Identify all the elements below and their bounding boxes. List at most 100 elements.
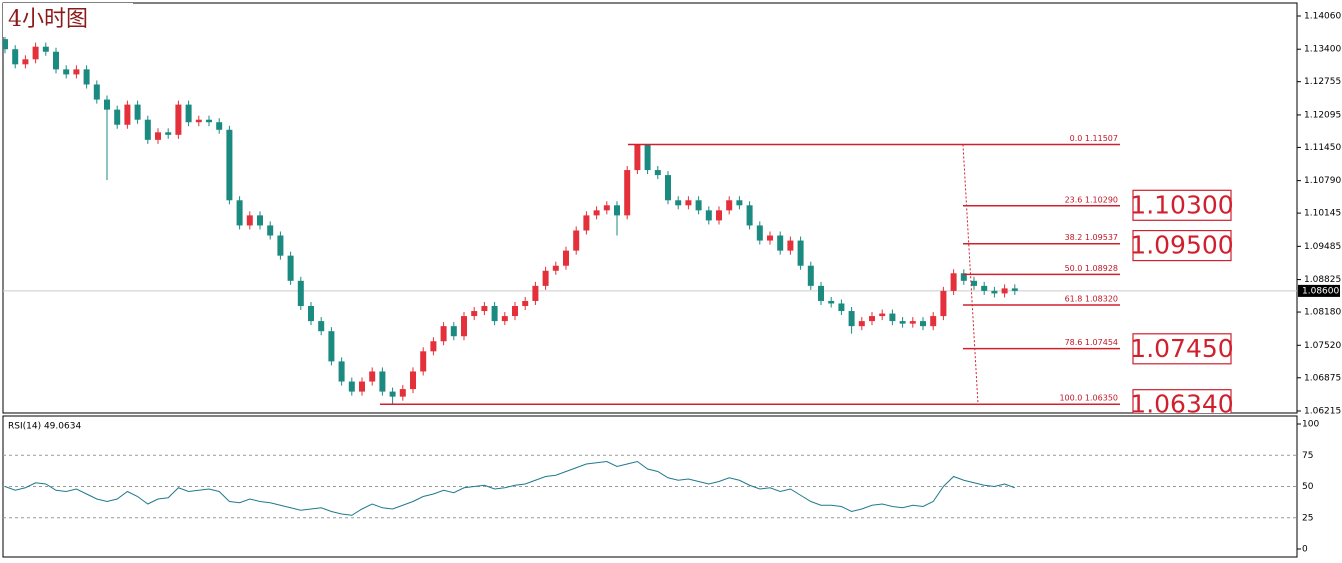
candle-body <box>563 250 569 266</box>
candle-body <box>165 132 172 135</box>
candle-body <box>889 313 896 322</box>
rsi-tick-label: 100 <box>1302 420 1319 430</box>
candle-body <box>695 200 702 211</box>
candle-body <box>12 49 19 65</box>
target-box <box>1132 229 1232 262</box>
fib-label: 78.6 1.07454 <box>1065 338 1118 347</box>
candle-body <box>644 144 651 171</box>
y-tick-label: 1.08825 <box>1304 275 1341 285</box>
rsi-line <box>4 460 1015 516</box>
candle-body <box>614 205 620 216</box>
candle-body <box>532 285 539 301</box>
candle-body <box>206 119 212 123</box>
candle-body <box>991 290 998 294</box>
y-tick-label: 1.10145 <box>1304 209 1341 219</box>
candle-body <box>83 69 90 85</box>
candle-body <box>522 300 529 307</box>
candle-body <box>501 316 508 322</box>
candle-body <box>430 341 437 352</box>
y-tick-label: 1.08180 <box>1304 308 1341 318</box>
price-axis: 1.14060 1.13400 1.12755 1.12095 1.11450 1.107… <box>1297 11 1341 416</box>
candle-body <box>593 210 600 216</box>
candle-body <box>114 109 121 125</box>
candle-body <box>155 132 161 140</box>
candle-body <box>389 391 396 397</box>
y-tick-label: 1.06875 <box>1304 373 1341 383</box>
candle-body <box>940 290 947 317</box>
candle-body <box>705 210 712 221</box>
candle-body <box>308 306 314 322</box>
candle-body <box>287 255 294 281</box>
candle-body <box>246 215 253 226</box>
candle-body <box>134 104 141 120</box>
candle-body <box>277 235 284 256</box>
y-tick-label: 1.13400 <box>1304 45 1341 55</box>
candle-body <box>848 311 855 327</box>
candle-body <box>359 381 365 392</box>
rsi-tick-label: 0 <box>1302 545 1308 555</box>
candle-body <box>491 306 498 322</box>
candle-body <box>756 225 763 241</box>
candle-body <box>828 300 835 304</box>
candle-body <box>73 69 80 75</box>
candle-body <box>542 270 549 286</box>
main-plot: 0.0 1.11507 23.6 1.10290 38.2 1.09537 50.0 … <box>3 35 1297 413</box>
candle-body <box>971 280 977 286</box>
target-label: 1.09500 <box>1130 231 1233 260</box>
candle-body <box>461 316 467 337</box>
candle-body <box>726 200 733 211</box>
candle-body <box>450 326 457 337</box>
candle-body <box>471 311 478 317</box>
y-tick-label: 1.14060 <box>1304 11 1341 21</box>
y-tick-label: 1.12095 <box>1304 110 1341 120</box>
main-panel <box>2 2 1298 414</box>
candle-body <box>869 316 875 322</box>
candle-body <box>552 265 559 271</box>
candle-body <box>3 39 8 50</box>
y-tick-label: 1.11450 <box>1304 143 1341 153</box>
rsi-label: RSI(14) 49.0634 <box>8 422 81 432</box>
title-bg <box>3 3 133 37</box>
candle-body <box>226 129 233 201</box>
candle-body <box>716 210 722 221</box>
candle-body <box>257 215 263 226</box>
y-tick-label: 1.06215 <box>1304 406 1341 416</box>
candle-body <box>807 265 814 286</box>
current-price-label: 1.08600 <box>1302 286 1339 296</box>
candle-body <box>879 313 886 317</box>
candle-body <box>399 389 406 397</box>
target-box <box>1132 389 1232 413</box>
candle-body <box>328 331 335 362</box>
fib-label: 50.0 1.08928 <box>1065 264 1118 273</box>
rsi-tick-label: 50 <box>1302 482 1314 492</box>
candle-body <box>420 351 427 372</box>
candle-body <box>920 321 926 327</box>
candle-body <box>236 200 243 226</box>
candle-body <box>297 280 304 307</box>
candle-body <box>634 144 641 171</box>
candle-body <box>53 51 59 70</box>
candle-body <box>930 316 937 327</box>
fib-label: 0.0 1.11507 <box>1070 134 1118 143</box>
candle-body <box>410 371 416 390</box>
candle-body <box>960 273 967 281</box>
candle-body <box>685 200 692 206</box>
candle-body <box>42 46 49 52</box>
fib-label: 100.0 1.06350 <box>1059 394 1118 403</box>
candle-body <box>1011 288 1018 291</box>
candle-body <box>624 170 631 216</box>
candle-body <box>104 99 110 110</box>
candle-body <box>746 205 753 226</box>
y-tick-label: 1.07520 <box>1304 341 1341 351</box>
target-label: 1.07450 <box>1130 334 1233 363</box>
candle-body <box>950 273 957 291</box>
y-tick-label: 1.12755 <box>1304 77 1341 87</box>
candle-body <box>318 321 325 332</box>
candle-body <box>512 306 518 317</box>
candle-body <box>899 321 906 324</box>
candle-body <box>797 240 804 266</box>
candle-body <box>603 205 610 211</box>
chart-title: 4小时图 <box>8 7 88 32</box>
candle-body <box>63 69 70 75</box>
